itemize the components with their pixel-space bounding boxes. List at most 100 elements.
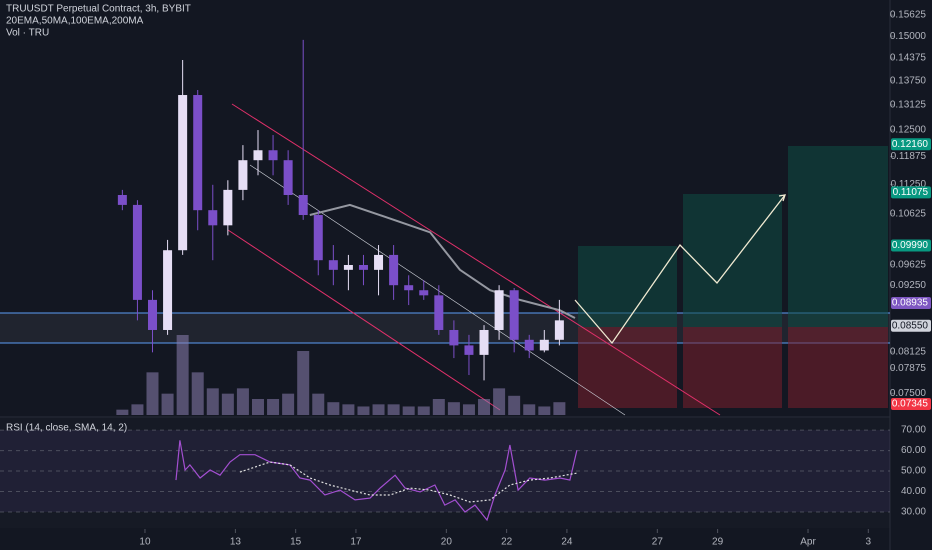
volume-bar bbox=[146, 372, 159, 415]
stop-zone bbox=[788, 327, 888, 408]
candle-body bbox=[132, 204, 142, 300]
y-tick-label: 0.12500 bbox=[890, 125, 927, 136]
y-tick-label: 0.07875 bbox=[890, 363, 927, 374]
y-tick-label: 0.14375 bbox=[890, 53, 927, 64]
price-label-box bbox=[891, 297, 931, 310]
y-tick-label: 0.10625 bbox=[890, 208, 927, 219]
volume-bar bbox=[116, 409, 129, 415]
y-tick-label: 0.11250 bbox=[891, 179, 927, 190]
candle-body bbox=[117, 194, 127, 205]
y-tick-label: 0.09625 bbox=[890, 259, 927, 270]
positions bbox=[578, 146, 888, 408]
x-tick-label: Apr bbox=[800, 537, 816, 548]
x-tick-label: 20 bbox=[441, 537, 453, 548]
candle-body bbox=[434, 295, 444, 330]
candle-body bbox=[449, 329, 459, 346]
volume-bar bbox=[251, 399, 264, 415]
x-tick-label: 22 bbox=[501, 537, 513, 548]
volume-bar bbox=[387, 404, 400, 415]
candle-body bbox=[343, 264, 353, 270]
volume-bar bbox=[508, 395, 521, 415]
price-label: 0.12160 bbox=[892, 139, 929, 150]
candle-body bbox=[419, 290, 429, 296]
price-label-box bbox=[891, 186, 931, 199]
chart-title: TRUUSDT Perpetual Contract, 3h, BYBIT bbox=[6, 4, 191, 15]
candle-body bbox=[479, 329, 489, 355]
x-tick-label: 3 bbox=[866, 537, 872, 548]
channel-line bbox=[227, 229, 501, 411]
volume-bar bbox=[553, 402, 566, 415]
volume-bar bbox=[342, 404, 355, 415]
price-label-box bbox=[891, 398, 931, 411]
x-tick-label: 17 bbox=[350, 537, 362, 548]
candle-body bbox=[238, 160, 248, 190]
candle-body bbox=[509, 290, 519, 340]
x-tick-label: 24 bbox=[561, 537, 573, 548]
price-label-box bbox=[891, 138, 931, 151]
candle-body bbox=[298, 194, 308, 216]
candle-body bbox=[524, 339, 534, 351]
price-label: 0.08935 bbox=[892, 298, 929, 309]
volume-bar bbox=[523, 404, 536, 415]
volume-bar bbox=[447, 402, 460, 415]
candle-body bbox=[223, 189, 233, 226]
candle-body bbox=[328, 260, 338, 270]
projection-arrow bbox=[778, 194, 786, 202]
rsi-pane bbox=[0, 418, 890, 528]
candle-body bbox=[148, 299, 158, 330]
price-label: 0.07345 bbox=[892, 399, 929, 410]
candle-body bbox=[313, 215, 323, 261]
projection bbox=[574, 194, 786, 345]
rsi-line bbox=[175, 440, 578, 522]
volume-bar bbox=[161, 393, 174, 415]
candle-body bbox=[539, 339, 549, 351]
volume-bar bbox=[357, 406, 370, 415]
y-tick-label: 0.11875 bbox=[891, 151, 927, 162]
volume-bar bbox=[493, 388, 506, 415]
candle-body bbox=[208, 210, 218, 226]
y-tick-label: 0.15000 bbox=[890, 31, 927, 42]
x-tick-label: 27 bbox=[652, 537, 664, 548]
y-tick-label: 50.00 bbox=[901, 466, 926, 477]
candle-body bbox=[494, 290, 504, 330]
candle-body bbox=[464, 345, 474, 355]
candle-body bbox=[358, 264, 368, 270]
y-tick-label: 0.07500 bbox=[890, 388, 927, 399]
volume-bar bbox=[538, 406, 551, 415]
volume-bar bbox=[221, 393, 234, 415]
volume-bar bbox=[402, 406, 415, 415]
rsi-line bbox=[239, 461, 578, 503]
y-tick-label: 0.09250 bbox=[890, 280, 927, 291]
y-tick-label: 0.08125 bbox=[890, 347, 927, 358]
volume-bar bbox=[176, 335, 189, 415]
volume-bar bbox=[282, 393, 295, 415]
y-tick-label: 0.15625 bbox=[890, 10, 927, 21]
x-tick-label: 15 bbox=[290, 537, 302, 548]
x-tick-label: 13 bbox=[230, 537, 242, 548]
y-tick-label: 60.00 bbox=[901, 445, 926, 456]
volume-label: Vol · TRU bbox=[6, 28, 49, 39]
rsi-title: RSI (14, close, SMA, 14, 2) bbox=[6, 423, 127, 434]
price-label-box bbox=[891, 319, 931, 332]
volume-bar bbox=[236, 388, 249, 415]
volume-bar bbox=[191, 372, 204, 415]
candle-body bbox=[554, 320, 564, 340]
y-tick-label: 70.00 bbox=[901, 425, 926, 436]
candle-body bbox=[178, 95, 188, 251]
volume-bar bbox=[312, 393, 325, 415]
x-tick-label: 10 bbox=[139, 537, 151, 548]
candle-body bbox=[193, 95, 203, 211]
y-tick-label: 0.13125 bbox=[890, 100, 927, 111]
y-tick-label: 0.13750 bbox=[890, 76, 927, 87]
volume-bar bbox=[417, 406, 430, 415]
target-zone bbox=[788, 146, 888, 327]
candle-body bbox=[163, 250, 173, 330]
volume-bar bbox=[462, 404, 475, 415]
target-zone bbox=[683, 194, 782, 327]
ema-line bbox=[309, 203, 576, 319]
y-tick-label: 40.00 bbox=[901, 486, 926, 497]
rsi-band bbox=[0, 430, 890, 513]
stop-zone bbox=[683, 327, 782, 408]
volume-bar bbox=[432, 399, 445, 415]
